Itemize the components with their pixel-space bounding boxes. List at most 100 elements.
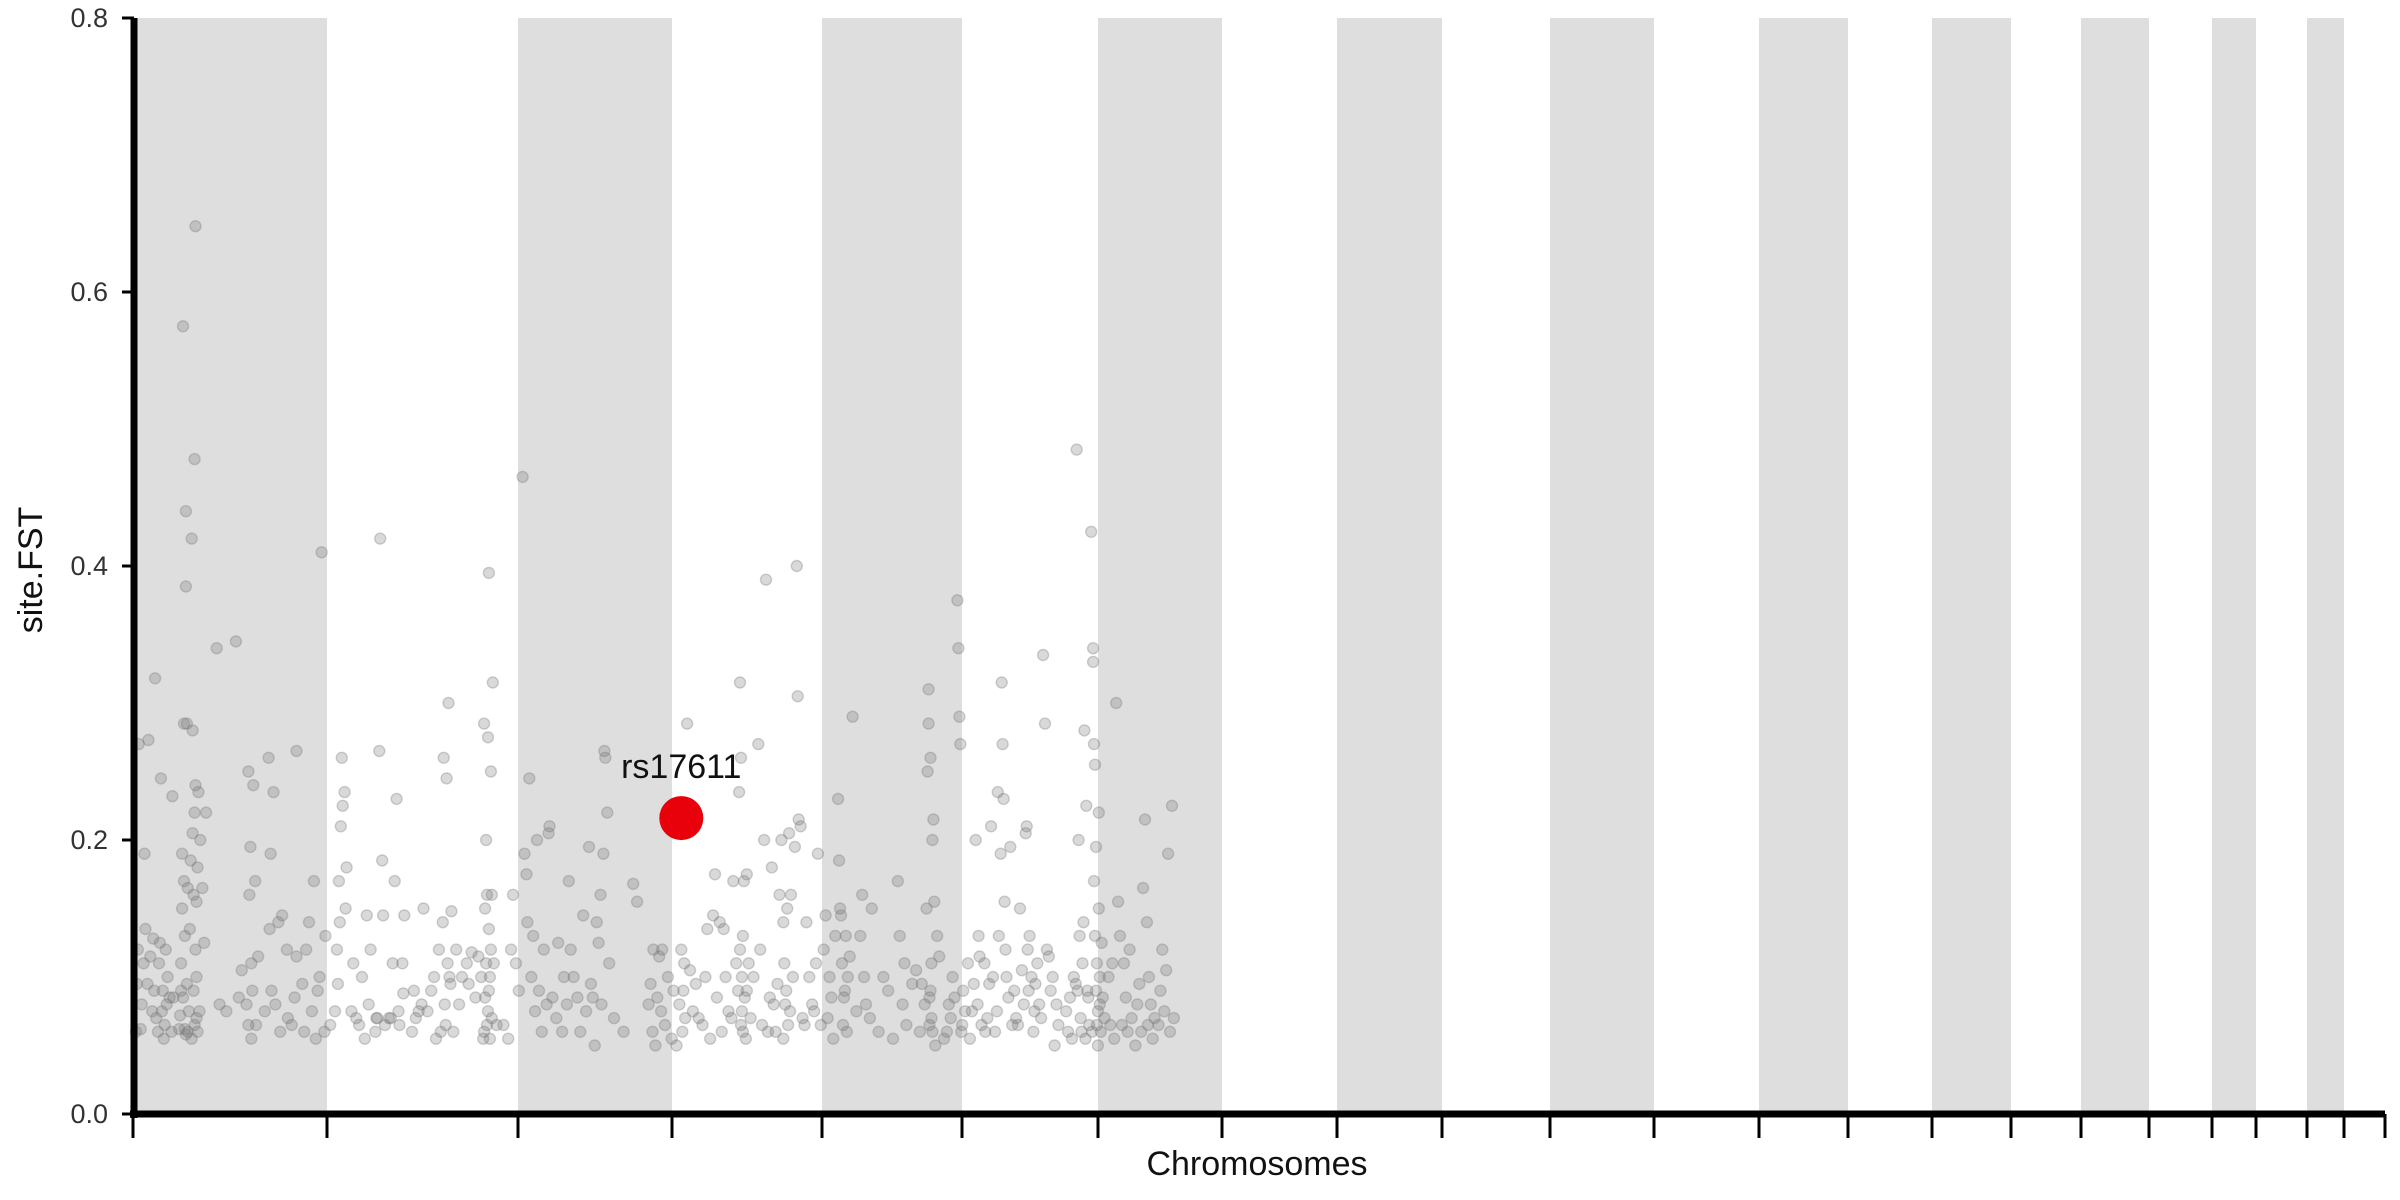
snp-point — [857, 970, 871, 984]
snp-point — [784, 888, 798, 901]
snp-point — [475, 970, 488, 984]
snp-point — [393, 1018, 406, 1032]
snp-point — [135, 998, 148, 1011]
snp-point — [179, 505, 193, 518]
snp-point — [154, 772, 168, 785]
snp-point — [965, 1005, 979, 1018]
snp-point — [251, 950, 265, 963]
snp-point — [836, 1018, 850, 1032]
snp-point — [675, 943, 688, 956]
snp-point — [1006, 1018, 1019, 1032]
snp-point — [477, 1025, 491, 1039]
snp-point — [280, 943, 294, 956]
snp-point — [444, 977, 457, 991]
snp-point — [376, 854, 389, 867]
snp-point — [386, 957, 399, 970]
snp-point — [1095, 936, 1108, 949]
snp-point — [1052, 1018, 1065, 1032]
snp-point — [330, 943, 344, 956]
snp-point — [186, 724, 199, 737]
chromosome-band-19 — [2212, 18, 2256, 1114]
snp-point — [441, 957, 454, 970]
snp-point — [696, 1018, 709, 1032]
snp-point — [736, 1025, 750, 1039]
snp-point — [809, 957, 823, 970]
highlighted-snp-point[interactable] — [659, 796, 704, 841]
snp-point — [275, 909, 289, 922]
snp-point — [139, 922, 152, 936]
snp-point — [598, 744, 611, 758]
snp-point — [740, 984, 753, 997]
snp-point — [175, 902, 189, 915]
snp-point — [1027, 1025, 1040, 1039]
chromosome-band-7 — [1098, 18, 1222, 1114]
snp-point — [229, 635, 243, 648]
snp-point — [521, 916, 534, 929]
snp-point — [588, 1039, 601, 1052]
snp-point — [190, 1011, 203, 1025]
snp-point — [991, 785, 1004, 799]
snp-point — [1025, 970, 1038, 984]
snp-point — [923, 1018, 936, 1032]
snp-point — [955, 1025, 968, 1039]
snp-point — [445, 905, 458, 918]
snp-point — [436, 916, 449, 929]
snp-point — [838, 984, 852, 997]
snp-point — [1031, 957, 1044, 970]
snp-point — [829, 929, 842, 943]
snp-point — [1109, 696, 1123, 710]
snp-point — [925, 957, 938, 970]
snp-point — [152, 957, 166, 970]
snp-point — [506, 888, 520, 901]
snp-point — [642, 998, 655, 1011]
snp-point — [243, 888, 256, 901]
snp-point — [843, 950, 856, 963]
snp-point — [737, 874, 751, 888]
snp-point — [352, 1018, 366, 1032]
snp-point — [355, 970, 369, 984]
snp-point — [290, 950, 303, 963]
snp-point — [792, 813, 805, 826]
snp-point — [933, 950, 946, 963]
snp-point — [654, 1005, 668, 1018]
snp-point — [846, 710, 859, 723]
snp-point — [527, 929, 540, 943]
snp-point — [1089, 984, 1103, 997]
y-tick-label: 0.6 — [70, 277, 108, 307]
snp-point — [1098, 1011, 1111, 1025]
x-axis-title: Chromosomes — [1146, 1145, 1367, 1183]
snp-point — [163, 991, 176, 1004]
snp-point — [376, 909, 390, 922]
snp-point — [676, 1025, 689, 1039]
snp-point — [407, 984, 421, 997]
snp-point — [1086, 655, 1100, 669]
snp-point — [564, 943, 577, 956]
snp-point — [837, 991, 851, 1004]
snp-point — [1076, 957, 1089, 970]
snp-point — [734, 751, 748, 764]
snp-point — [951, 594, 964, 607]
snp-point — [781, 1018, 795, 1032]
snp-point — [1090, 1018, 1104, 1032]
snp-point — [740, 868, 753, 881]
snp-point — [1093, 970, 1107, 984]
snp-point — [1077, 916, 1090, 929]
snp-point — [480, 888, 494, 901]
snp-point — [713, 916, 726, 929]
snp-point — [963, 1032, 977, 1045]
snp-point — [658, 1018, 672, 1032]
snp-point — [715, 1025, 728, 1039]
snp-point — [1117, 957, 1131, 970]
snp-point — [926, 833, 939, 847]
snp-point — [946, 970, 959, 984]
snp-point — [983, 977, 996, 991]
snp-point — [790, 559, 803, 573]
snp-point — [742, 957, 755, 970]
snp-point — [235, 964, 248, 977]
snp-point — [918, 998, 931, 1011]
snp-point — [819, 909, 832, 922]
snp-point — [562, 874, 575, 888]
snp-point — [486, 676, 499, 689]
snp-point — [472, 950, 485, 963]
snp-point — [442, 696, 455, 710]
